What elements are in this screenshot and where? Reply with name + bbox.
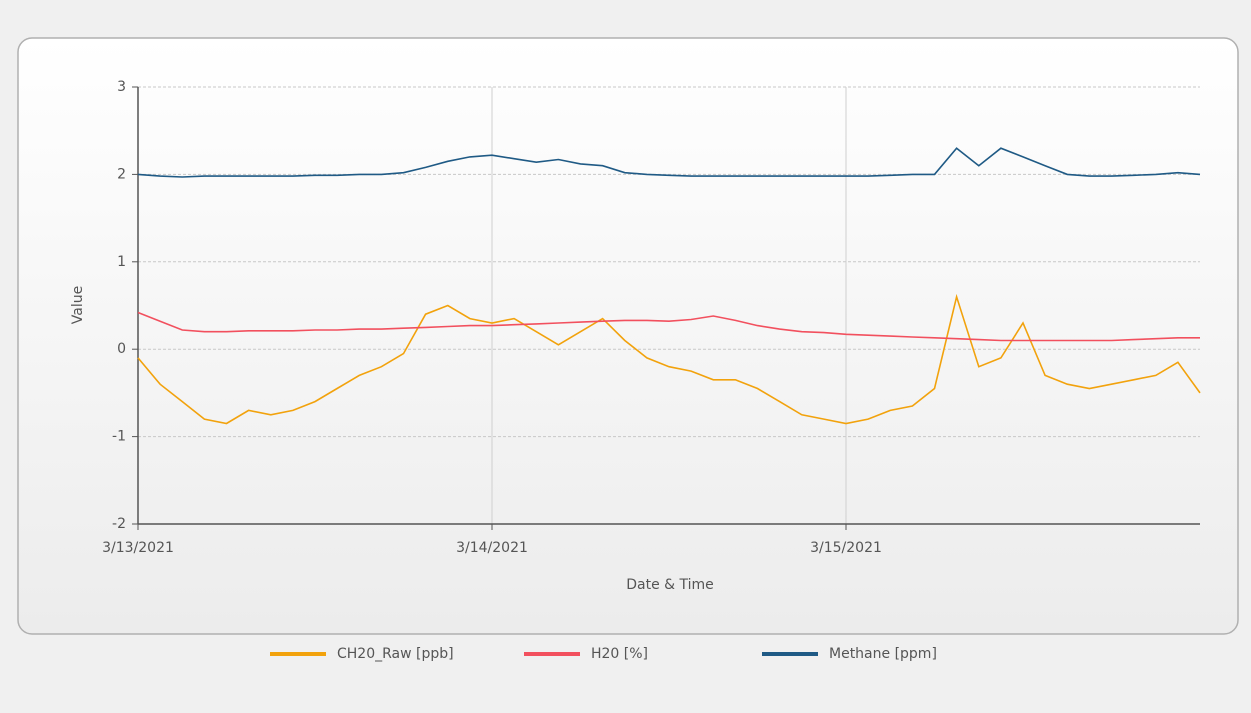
- y-tick-label: -1: [112, 429, 126, 445]
- legend-label: H20 [%]: [591, 646, 648, 662]
- x-tick-label: 3/15/2021: [810, 540, 882, 556]
- series-line: [137, 293, 1201, 425]
- series-line: [137, 311, 1200, 342]
- y-axis-title: Value: [70, 286, 86, 324]
- y-tick-label: 0: [117, 341, 126, 357]
- y-tick-label: 1: [117, 254, 126, 270]
- x-axis-title: Date & Time: [626, 577, 714, 593]
- legend-label: CH20_Raw [ppb]: [337, 646, 454, 662]
- x-tick-label: 3/13/2021: [102, 540, 174, 556]
- y-tick-label: 3: [117, 79, 126, 95]
- y-tick-label: 2: [117, 166, 126, 182]
- y-tick-label: -2: [112, 516, 126, 532]
- x-tick-label: 3/14/2021: [456, 540, 528, 556]
- series-line: [137, 147, 1201, 178]
- legend-label: Methane [ppm]: [829, 646, 937, 662]
- chart-panel: [17, 37, 1239, 635]
